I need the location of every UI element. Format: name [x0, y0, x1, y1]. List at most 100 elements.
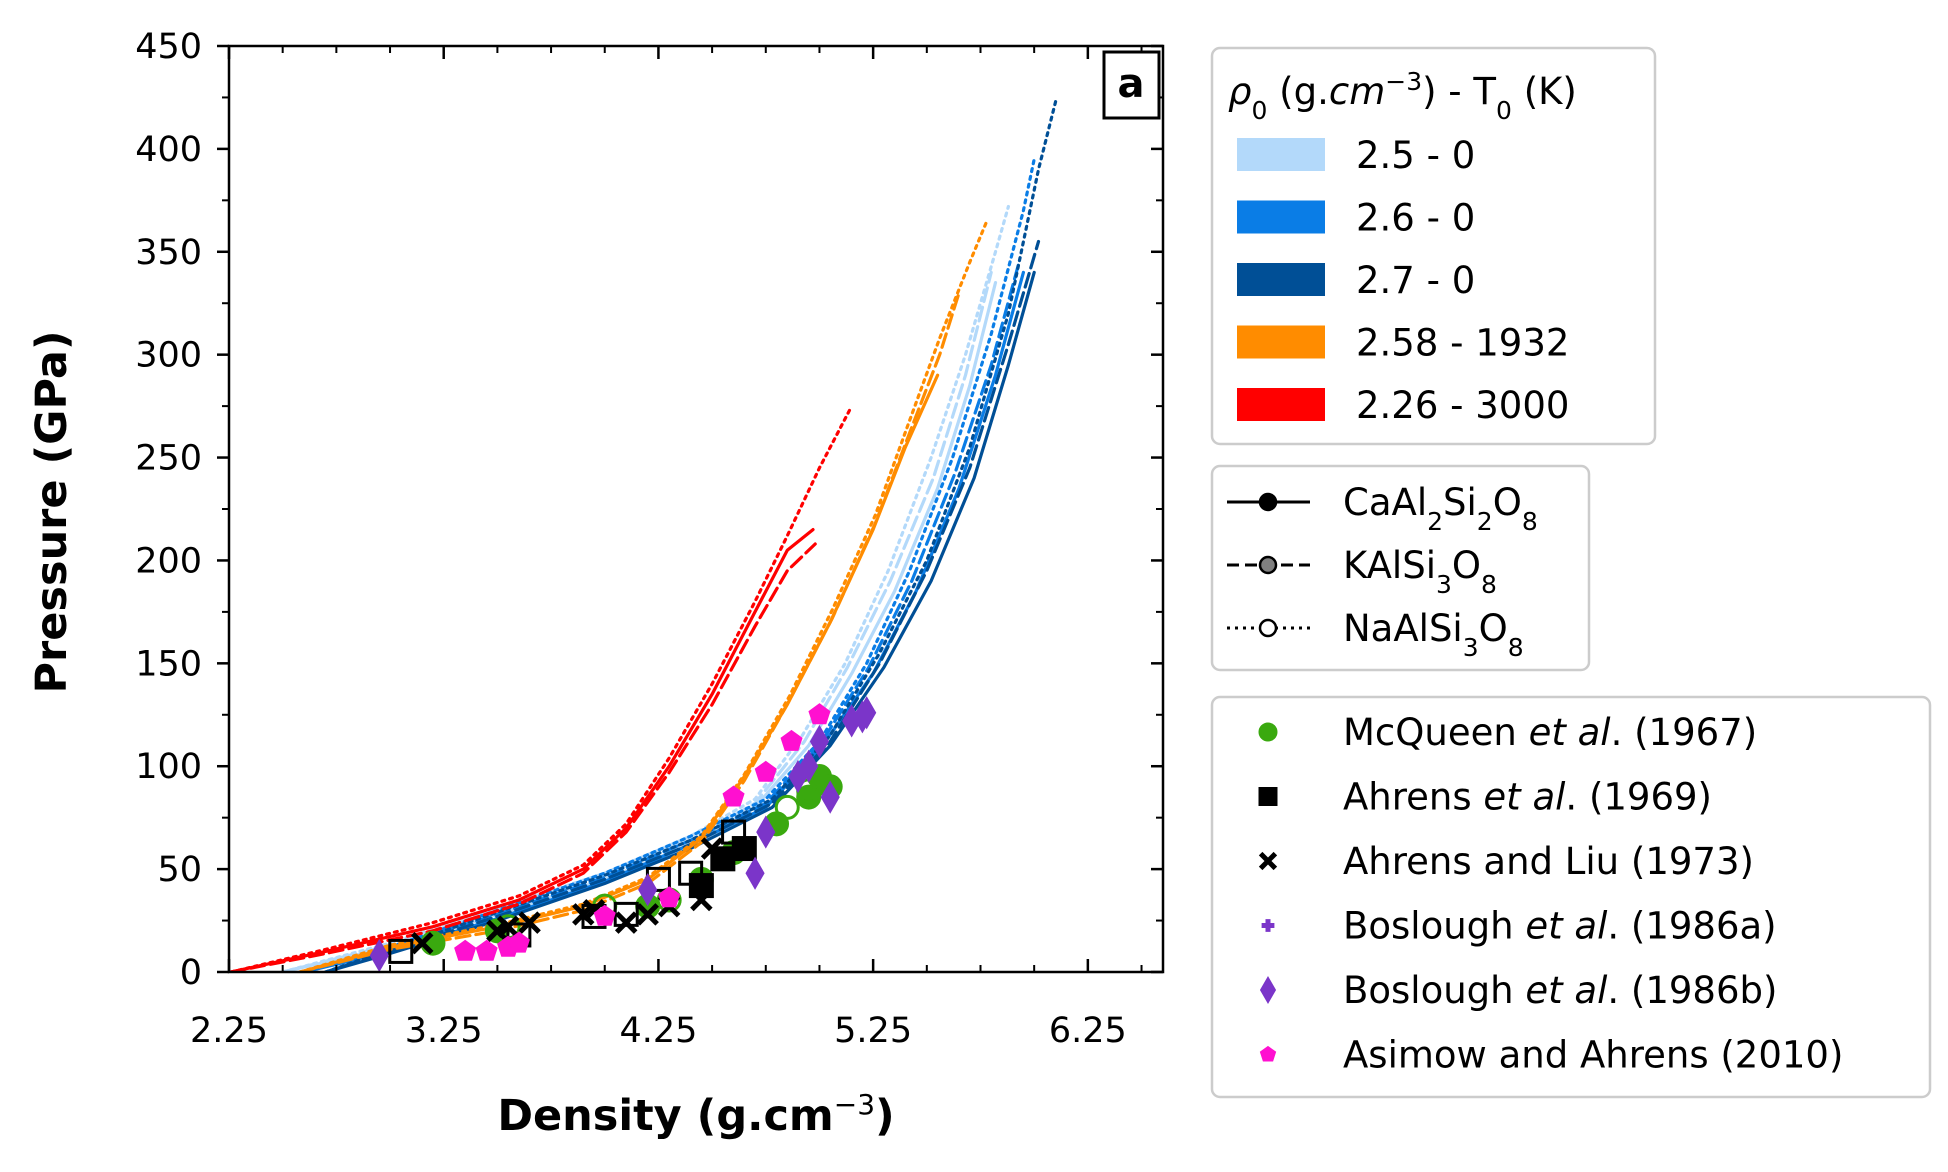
y-tick-label: 450 — [135, 27, 202, 67]
data-point-pentagon-6-1 — [475, 939, 498, 961]
legend-composition-label-part: 8 — [1508, 633, 1524, 662]
legend-experiment-entries: McQueen et al. (1967)Ahrens et al. (1969… — [1258, 711, 1843, 1077]
legend-experiment-label-part: Ahrens and Liu (1973) — [1343, 840, 1754, 883]
legend-composition-label-part: Si — [1443, 481, 1477, 524]
data-point-pentagon-6-7 — [754, 760, 777, 782]
legend-experiment-label-part: Ahrens — [1343, 776, 1483, 819]
legend-title-cm: cm — [1329, 70, 1385, 113]
legend-title-rho: ρ — [1228, 70, 1252, 113]
legend-composition-label: KAlSi3O8 — [1343, 544, 1497, 599]
data-point-pentagon-6-5 — [658, 886, 681, 908]
legend-experiment-label: Ahrens and Liu (1973) — [1343, 840, 1754, 883]
legend-title-exp: −3 — [1385, 67, 1422, 96]
legend-marker-diamond — [1259, 975, 1277, 1005]
legend-experiment-label-part: Asimow and Ahrens (2010) — [1343, 1034, 1843, 1077]
legend-composition-label-part: 3 — [1436, 570, 1452, 599]
legend-composition-label-part: 8 — [1522, 507, 1538, 536]
legend-experiment-label: Asimow and Ahrens (2010) — [1343, 1034, 1843, 1077]
legend-marker-sample — [1258, 492, 1278, 512]
y-tick-label: 400 — [135, 130, 202, 170]
data-point-circle-0-6 — [796, 784, 822, 810]
legend-marker-sample — [1258, 555, 1278, 575]
legend-composition-label-part: 3 — [1463, 633, 1479, 662]
y-tick-label: 150 — [135, 644, 202, 684]
legend-experiment-label: McQueen et al. (1967) — [1343, 711, 1757, 754]
data-point-x-4-1 — [486, 919, 509, 943]
legend-experiment-label: Boslough et al. (1986a) — [1343, 905, 1777, 948]
y-tick-label: 50 — [157, 850, 202, 890]
legend-experiment-label: Ahrens et al. (1969) — [1343, 776, 1712, 819]
legend-composition-label-part: 8 — [1481, 570, 1497, 599]
legend-experiment-label-part: Boslough — [1343, 969, 1525, 1012]
data-point-square-3-5 — [678, 860, 704, 886]
points-layer — [369, 696, 877, 972]
x-axis-title-exp: −3 — [834, 1088, 875, 1121]
data-point-diamond-5-3 — [756, 815, 776, 849]
legend-experiment-label-part: . (1969) — [1565, 776, 1712, 819]
x-tick-label: 4.25 — [619, 1011, 697, 1051]
legend-model-label: 2.26 - 3000 — [1356, 384, 1569, 427]
y-tick-label: 0 — [180, 953, 202, 993]
legend-color-swatch — [1237, 388, 1325, 421]
legend-composition-label-part: NaAlSi — [1343, 607, 1463, 650]
data-point-pentagon-6-6 — [722, 785, 745, 807]
legend-experiment-label: Boslough et al. (1986b) — [1343, 969, 1777, 1012]
legend-marker-pentagon — [1259, 1045, 1277, 1062]
legend-experiment-label-part: et al — [1483, 776, 1566, 819]
data-point-diamond-5-10 — [857, 696, 877, 730]
series-line-8 — [324, 99, 1058, 972]
legend-model-label: 2.5 - 0 — [1356, 134, 1475, 177]
legend-composition-label-part: CaAl — [1343, 481, 1427, 524]
legend-color-swatch — [1237, 263, 1325, 296]
legend-marker-plus — [1261, 919, 1275, 932]
legend-title-rest: ) - T — [1422, 70, 1496, 113]
panel-label-box — [1102, 50, 1161, 120]
legend-title-sub-t: 0 — [1496, 96, 1512, 125]
legend-composition-label: CaAl2Si2O8 — [1343, 481, 1538, 536]
data-point-x-4-10 — [700, 837, 724, 860]
legend-experiment-label-part: . (1967) — [1611, 711, 1758, 754]
legend-composition-label-part: O — [1493, 481, 1522, 524]
data-point-diamond-5-1 — [638, 873, 658, 907]
data-point-pentagon-6-8 — [780, 729, 803, 751]
legend-color-swatch — [1237, 325, 1325, 359]
legend-composition-box — [1210, 464, 1591, 672]
x-tick-label: 3.25 — [405, 1011, 483, 1051]
x-tick-label: 6.25 — [1049, 1011, 1127, 1051]
legend-color-swatch — [1237, 138, 1325, 171]
data-point-x-4-0 — [411, 931, 434, 955]
legend-title-k: (K) — [1512, 70, 1577, 113]
x-axis-title-close: ) — [875, 1091, 895, 1141]
data-point-pentagon-6-0 — [454, 939, 477, 961]
data-point-square-3-6 — [721, 819, 747, 845]
legend-model-label: 2.58 - 1932 — [1356, 322, 1569, 365]
legend-experiments-box — [1210, 695, 1932, 1099]
y-tick-label: 300 — [135, 336, 202, 376]
legend-experiment-label-part: Boslough — [1343, 905, 1525, 948]
legend-composition-label-part: 2 — [1427, 507, 1443, 536]
x-axis-title: Density (g.cm−3) — [497, 1088, 894, 1142]
legend-model-title: ρ0 (g.cm−3) - T0 (K) — [1228, 67, 1577, 125]
data-point-diamond-5-5 — [799, 749, 819, 783]
y-tick-label: 250 — [135, 439, 202, 479]
data-point-x-4-7 — [636, 903, 659, 926]
ticks-layer: 2.25 3.25 4.25 5.25 6.25 0 50 100 150 200 250 300 35… — [135, 27, 1163, 1051]
data-point-circle-1-3 — [774, 794, 800, 820]
legend-title-units: (g. — [1267, 70, 1328, 113]
data-point-x-4-2 — [496, 915, 520, 938]
x-tick-label: 5.25 — [834, 1011, 912, 1051]
data-point-pentagon-6-9 — [808, 703, 831, 725]
series-layer — [229, 99, 1058, 972]
series-line-12 — [229, 527, 815, 972]
y-axis-title: Pressure (GPa) — [27, 330, 77, 693]
legend-experiment-label-part: McQueen — [1343, 711, 1529, 754]
series-line-13 — [229, 542, 817, 972]
legend-marker-x — [1258, 851, 1278, 871]
legend-marker-square — [1258, 787, 1278, 806]
data-point-pentagon-6-3 — [507, 931, 530, 953]
data-point-x-4-6 — [614, 911, 638, 934]
panel-label: a — [1118, 61, 1145, 107]
legend-composition-label-part: O — [1479, 607, 1508, 650]
